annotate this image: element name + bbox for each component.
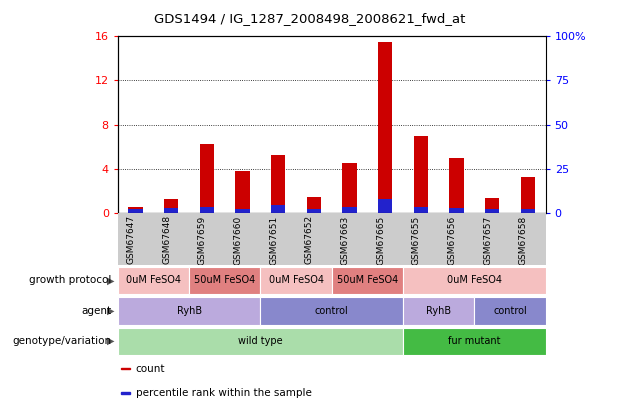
Bar [118,267,189,294]
Text: control: control [493,306,527,316]
Text: GSM67648: GSM67648 [162,215,171,264]
Bar [332,267,403,294]
Bar [378,199,392,213]
Text: ▶: ▶ [107,336,115,346]
Bar [200,144,214,213]
Bar [450,158,464,213]
Text: ▶: ▶ [107,275,115,286]
Bar [474,297,546,324]
Text: 0uM FeSO4: 0uM FeSO4 [447,275,502,286]
Bar [521,177,535,213]
Bar [260,297,403,324]
Text: growth protocol: growth protocol [29,275,112,286]
Bar [271,205,285,213]
Bar [342,207,356,213]
Bar [485,209,499,213]
Bar [521,209,535,213]
Bar [342,163,356,213]
Text: GSM67660: GSM67660 [234,215,242,264]
Bar [485,198,499,213]
Text: GSM67658: GSM67658 [519,215,528,264]
Bar [164,208,179,213]
Text: wild type: wild type [238,336,283,346]
Bar [403,328,546,355]
Bar [378,42,392,213]
Bar [128,207,143,213]
Text: count: count [136,364,166,373]
Bar [403,267,546,294]
Bar [200,207,214,213]
Text: 50uM FeSO4: 50uM FeSO4 [337,275,398,286]
Text: 50uM FeSO4: 50uM FeSO4 [194,275,255,286]
Text: agent: agent [81,306,112,316]
Text: GSM67655: GSM67655 [412,215,421,264]
Bar [118,328,403,355]
Text: GSM67651: GSM67651 [269,215,278,264]
Bar [189,267,260,294]
Bar [128,209,143,213]
Text: GDS1494 / IG_1287_2008498_2008621_fwd_at: GDS1494 / IG_1287_2008498_2008621_fwd_at [154,12,466,25]
Bar [414,207,428,213]
Bar [307,209,321,213]
Text: control: control [315,306,348,316]
Text: GSM67665: GSM67665 [376,215,385,264]
Text: RyhB: RyhB [426,306,451,316]
Bar [121,392,130,394]
Text: GSM67657: GSM67657 [483,215,492,264]
Text: ▶: ▶ [107,306,115,316]
Bar [403,297,474,324]
Text: GSM67652: GSM67652 [305,215,314,264]
Bar [236,209,250,213]
Bar [307,197,321,213]
Bar [164,199,179,213]
Text: RyhB: RyhB [177,306,202,316]
Bar [414,136,428,213]
Text: GSM67656: GSM67656 [448,215,456,264]
Bar [450,208,464,213]
Text: GSM67647: GSM67647 [126,215,136,264]
Text: 0uM FeSO4: 0uM FeSO4 [268,275,324,286]
Bar [260,267,332,294]
Text: GSM67663: GSM67663 [340,215,350,264]
Bar [271,156,285,213]
Text: 0uM FeSO4: 0uM FeSO4 [126,275,181,286]
Text: fur mutant: fur mutant [448,336,500,346]
Text: genotype/variation: genotype/variation [12,336,112,346]
Bar [121,368,130,369]
Bar [236,171,250,213]
Text: GSM67659: GSM67659 [198,215,207,264]
Bar [118,297,260,324]
Text: percentile rank within the sample: percentile rank within the sample [136,388,312,398]
